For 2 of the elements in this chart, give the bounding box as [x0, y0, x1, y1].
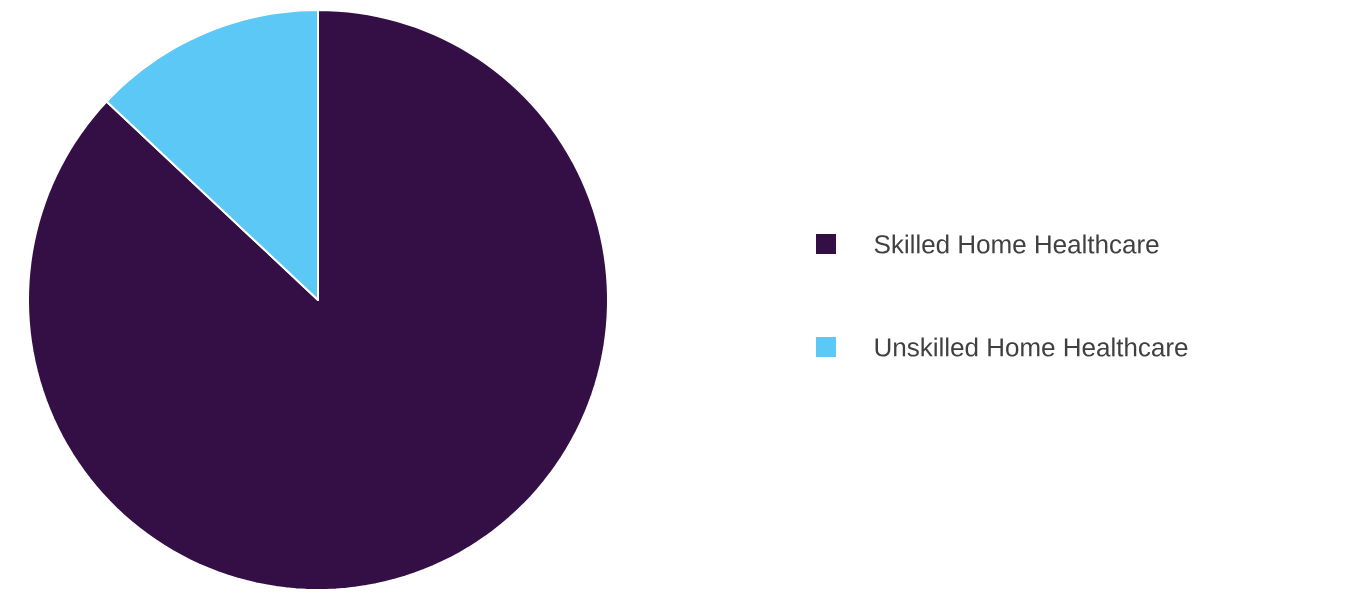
legend-label: Unskilled Home Healthcare: [875, 337, 1188, 357]
legend-label: Skilled Home Healthcare: [874, 234, 1159, 254]
